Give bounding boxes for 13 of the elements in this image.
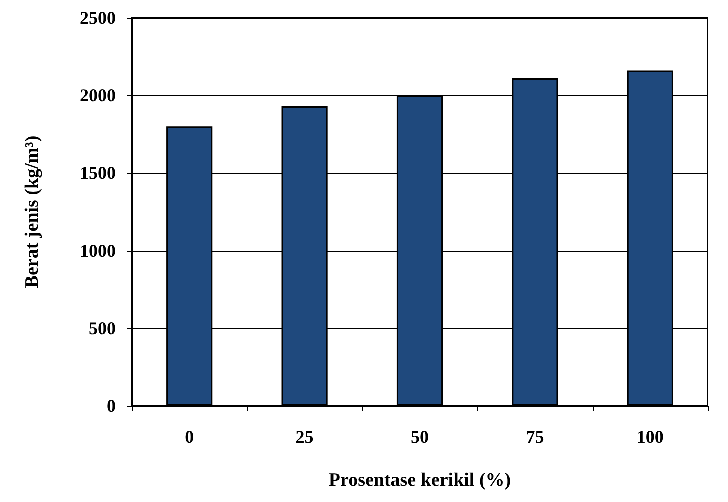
x-tick-label: 25 bbox=[296, 427, 314, 447]
y-tick-label: 2000 bbox=[80, 86, 116, 106]
y-tick-label: 2500 bbox=[80, 8, 116, 28]
x-tick-label: 0 bbox=[185, 427, 194, 447]
y-tick-label: 0 bbox=[107, 396, 116, 416]
y-tick-label: 1000 bbox=[80, 240, 116, 261]
y-axis-title: Berat jenis (kg/m³) bbox=[22, 136, 43, 288]
x-axis-title: Prosentase kerikil (%) bbox=[328, 470, 512, 491]
y-tick-label: 1500 bbox=[80, 163, 116, 184]
y-tick-label: 500 bbox=[89, 318, 116, 338]
x-tick-label: 75 bbox=[526, 427, 544, 447]
x-tick-label: 50 bbox=[411, 427, 429, 447]
x-tick-label: 100 bbox=[636, 427, 664, 447]
